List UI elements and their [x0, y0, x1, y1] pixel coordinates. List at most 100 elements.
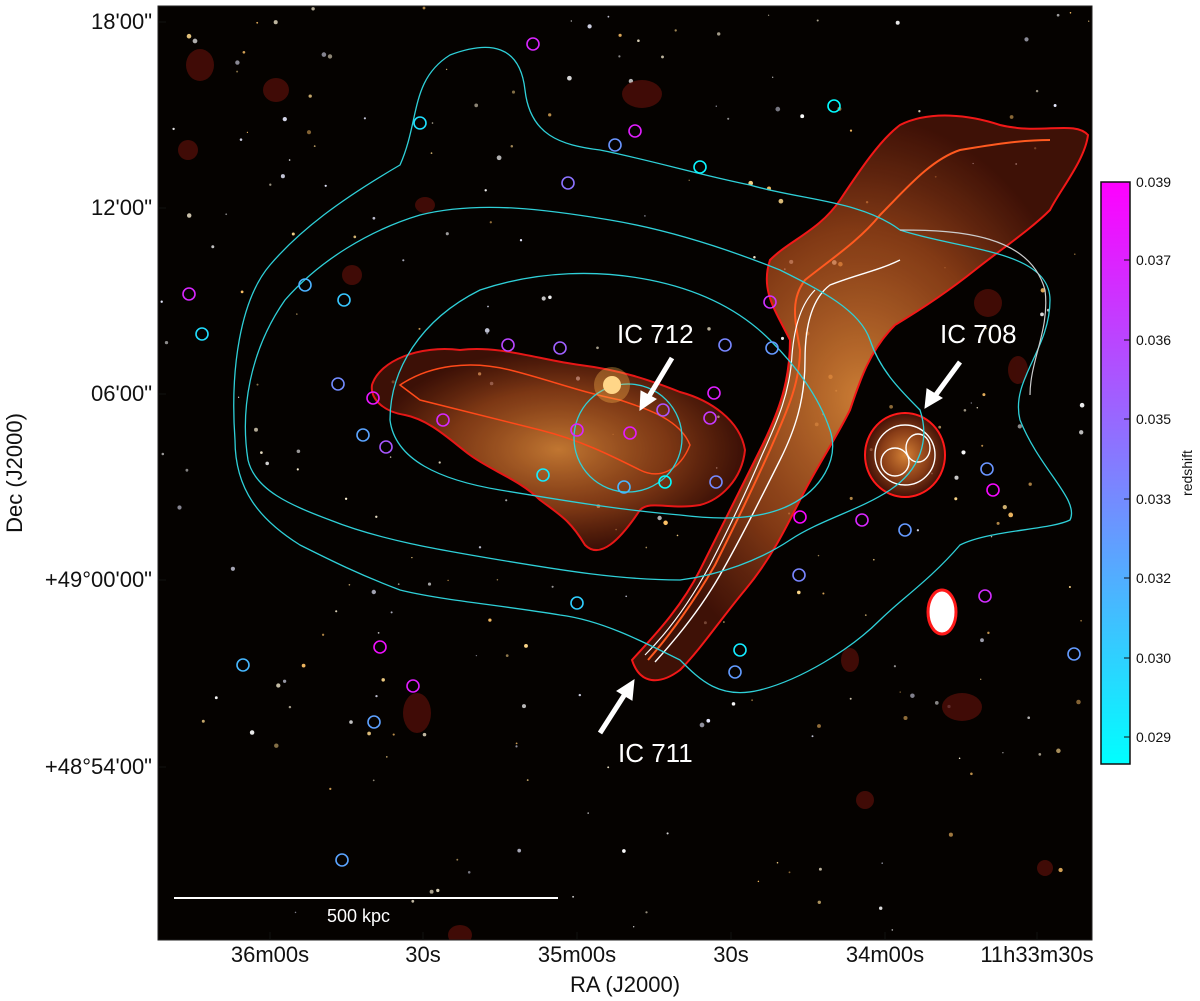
star: [548, 113, 552, 117]
star: [519, 239, 523, 242]
star: [397, 583, 400, 585]
scalebar-label: 500 kpc: [327, 906, 390, 926]
star: [625, 595, 628, 598]
star: [372, 779, 375, 782]
star: [496, 578, 499, 581]
star: [796, 590, 801, 595]
star: [385, 756, 388, 758]
y-tick-label-2: 12'00": [91, 195, 152, 220]
star: [484, 189, 487, 192]
star: [422, 732, 427, 737]
star: [778, 198, 784, 204]
star: [1035, 89, 1039, 93]
star: [872, 558, 875, 561]
star: [818, 867, 822, 871]
star: [478, 546, 482, 549]
y-tick-label-5: +48°54'00": [45, 754, 152, 779]
member-marker: [406, 679, 420, 693]
member-marker: [195, 327, 209, 341]
star: [895, 20, 900, 25]
member-marker: [827, 99, 841, 113]
member-marker: [623, 426, 637, 440]
star: [899, 691, 901, 693]
star: [970, 772, 973, 776]
star: [572, 895, 575, 898]
arrow-ic708-head: [924, 388, 943, 409]
member-marker: [707, 386, 721, 400]
star: [329, 787, 332, 791]
star: [375, 694, 378, 698]
star: [349, 720, 353, 724]
star: [487, 305, 489, 308]
star: [1068, 585, 1071, 589]
cluster-member-markers: [182, 37, 1081, 867]
star: [910, 693, 915, 698]
star: [903, 715, 908, 721]
star: [1002, 504, 1007, 510]
star: [211, 245, 215, 249]
ic712-diffuse-contour-inner: [398, 364, 691, 475]
star: [436, 888, 440, 893]
member-marker: [703, 411, 717, 425]
star: [348, 583, 351, 586]
star: [296, 313, 298, 315]
star: [239, 138, 243, 141]
star: [235, 60, 240, 65]
member-marker: [978, 589, 992, 603]
star: [353, 235, 357, 239]
ic708-emission: [864, 412, 946, 498]
star: [230, 566, 236, 571]
star: [817, 554, 820, 557]
star: [541, 296, 546, 301]
star: [753, 255, 756, 259]
star: [864, 614, 867, 616]
member-marker: [733, 643, 747, 657]
star: [954, 475, 959, 480]
star: [496, 155, 502, 161]
star: [489, 221, 492, 224]
star: [618, 55, 621, 58]
member-marker: [693, 160, 707, 174]
star: [723, 621, 725, 623]
star: [311, 7, 315, 11]
ic711-tail-contour-high-2: [644, 289, 816, 656]
star: [757, 880, 760, 883]
star: [816, 19, 819, 22]
star: [372, 216, 376, 220]
ic708-contour-1: [874, 424, 936, 486]
member-marker: [298, 278, 312, 292]
arrow-ic711-head: [616, 679, 635, 701]
cbar-tick-label-3: 0.036: [1136, 332, 1171, 348]
arrow-ic711: [597, 692, 628, 735]
star: [240, 290, 244, 294]
star: [389, 456, 392, 458]
star: [445, 232, 449, 236]
star: [587, 812, 589, 814]
star: [367, 731, 371, 736]
x-tick-label-4: 30s: [713, 942, 748, 967]
member-marker: [501, 338, 515, 352]
member-marker: [617, 480, 631, 494]
star: [381, 678, 385, 682]
member-marker: [553, 341, 567, 355]
star: [772, 76, 774, 78]
star: [1088, 20, 1090, 22]
star: [1079, 430, 1084, 435]
star: [891, 929, 894, 931]
star: [893, 665, 897, 668]
star: [567, 75, 572, 81]
star: [313, 145, 316, 148]
star: [517, 848, 522, 853]
cbar-tick-label-2: 0.037: [1136, 252, 1171, 268]
star: [958, 757, 961, 759]
star: [327, 54, 333, 59]
ic708-contour-2: [880, 447, 910, 477]
y-tick-label-4: +49°00'00": [45, 567, 152, 592]
star: [344, 497, 348, 500]
star: [160, 300, 163, 303]
colorbar: 0.039 0.037 0.036 0.035 0.033 0.032 0.03…: [1100, 174, 1195, 765]
xray-contour-middle: [244, 206, 925, 581]
star: [521, 704, 527, 709]
star: [644, 215, 646, 217]
star: [185, 468, 189, 472]
